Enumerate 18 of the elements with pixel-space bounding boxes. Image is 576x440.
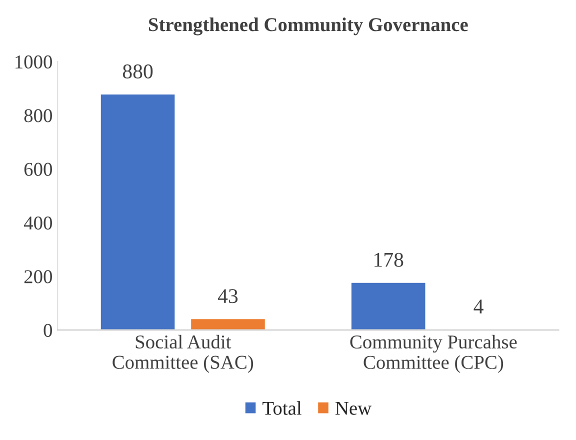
legend-label: Total — [262, 401, 302, 415]
bar — [350, 282, 427, 330]
data-label: 4 — [474, 300, 484, 314]
bar — [100, 93, 176, 330]
y-tick-label: 1000 — [16, 55, 52, 69]
y-tick-label: 0 — [44, 324, 52, 337]
y-tick-label: 400 — [24, 216, 52, 230]
bar — [190, 318, 266, 330]
y-tick-label: 200 — [24, 270, 52, 284]
x-tick-label: Community Purcahse Committee (CPC) — [350, 334, 517, 373]
y-tick-label: 600 — [24, 162, 52, 176]
data-label: 43 — [218, 289, 238, 304]
legend-label: New — [335, 402, 372, 415]
y-tick-label: 800 — [24, 109, 52, 122]
chart-title: Strengthened Community Governance — [148, 18, 468, 36]
x-tick-label: Social Audit Committee (SAC) — [112, 334, 254, 373]
data-label: 178 — [374, 252, 404, 267]
data-label: 880 — [122, 64, 153, 78]
